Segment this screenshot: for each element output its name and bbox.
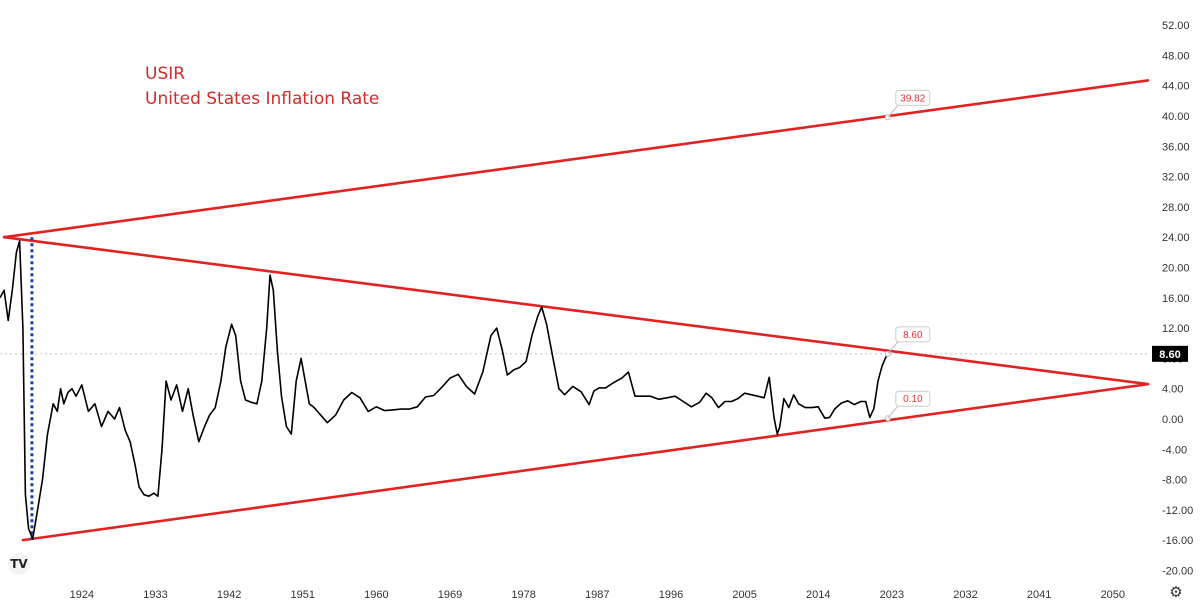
chart-subtitle: United States Inflation Rate bbox=[145, 89, 380, 109]
y-tick-label: -20.00 bbox=[1162, 565, 1193, 577]
y-tick-label: 16.00 bbox=[1162, 293, 1190, 305]
callout-leader bbox=[887, 105, 899, 118]
y-tick-label: 12.00 bbox=[1162, 323, 1190, 335]
x-axis[interactable]: 1924 1933 1942 1951 1960 1969 1978 1987 1996 2005… bbox=[70, 589, 1125, 601]
y-tick-label: 24.00 bbox=[1162, 232, 1190, 244]
x-tick-label: 1951 bbox=[291, 589, 315, 601]
y-tick-label: 20.00 bbox=[1162, 262, 1190, 274]
trendline-layer bbox=[2, 79, 1150, 542]
trendline-middle bbox=[2, 235, 1150, 386]
y-tick-label: 40.00 bbox=[1162, 111, 1190, 123]
annotation-layer: 39.82 8.60 0.10 bbox=[884, 89, 931, 422]
series-layer bbox=[0, 240, 890, 540]
callout-box bbox=[895, 390, 931, 407]
y-tick-label: -16.00 bbox=[1162, 535, 1193, 547]
x-tick-label: 2014 bbox=[806, 589, 830, 601]
y-tick-label: -12.00 bbox=[1162, 505, 1193, 517]
callout-label: 39.82 bbox=[900, 93, 925, 104]
y-tick-label: 36.00 bbox=[1162, 141, 1190, 153]
x-tick-label: 1978 bbox=[511, 589, 535, 601]
x-tick-label: 1969 bbox=[438, 589, 462, 601]
trendline-upper bbox=[2, 79, 1150, 239]
x-tick-label: 2005 bbox=[732, 589, 756, 601]
y-tick-label: 28.00 bbox=[1162, 202, 1190, 214]
y-tick-label: 4.00 bbox=[1162, 384, 1183, 396]
y-axis[interactable]: 52.00 48.00 44.00 40.00 36.00 32.00 28.00 24.00… bbox=[1162, 20, 1193, 577]
y-tick-label: 32.00 bbox=[1162, 172, 1190, 184]
x-tick-label: 2041 bbox=[1027, 589, 1051, 601]
y-tick-label: 44.00 bbox=[1162, 81, 1190, 93]
x-tick-label: 1960 bbox=[364, 589, 388, 601]
trendline-lower bbox=[21, 382, 1150, 542]
tradingview-logo-icon[interactable]: TV bbox=[8, 553, 30, 575]
x-tick-label: 2023 bbox=[880, 589, 904, 601]
callout-leader bbox=[887, 341, 899, 355]
x-tick-label: 2032 bbox=[953, 589, 977, 601]
x-tick-label: 1942 bbox=[217, 589, 241, 601]
x-tick-label: 1987 bbox=[585, 589, 609, 601]
current-price-label: 8.60 bbox=[1159, 349, 1180, 361]
gear-icon[interactable]: ⚙ bbox=[1169, 584, 1183, 601]
callout-box bbox=[895, 326, 931, 343]
callout-leader bbox=[887, 405, 899, 419]
y-tick-label: -4.00 bbox=[1162, 444, 1187, 456]
series-line-usir bbox=[0, 240, 889, 540]
y-tick-label: 52.00 bbox=[1162, 20, 1190, 32]
price-label-layer: 8.60 bbox=[1152, 345, 1188, 362]
y-tick-label: 0.00 bbox=[1162, 414, 1183, 426]
y-tick-label: 48.00 bbox=[1162, 50, 1190, 62]
chart-symbol-title: USIR bbox=[145, 64, 186, 84]
callout-box bbox=[895, 89, 931, 106]
x-tick-label: 1924 bbox=[70, 589, 94, 601]
callout-label: 0.10 bbox=[903, 394, 923, 405]
callout-label: 8.60 bbox=[903, 330, 923, 341]
x-tick-label: 1933 bbox=[143, 589, 167, 601]
current-price-label-bg bbox=[1152, 345, 1188, 362]
y-tick-label: -8.00 bbox=[1162, 475, 1187, 487]
x-tick-label: 1996 bbox=[659, 589, 683, 601]
x-tick-label: 2050 bbox=[1101, 589, 1125, 601]
